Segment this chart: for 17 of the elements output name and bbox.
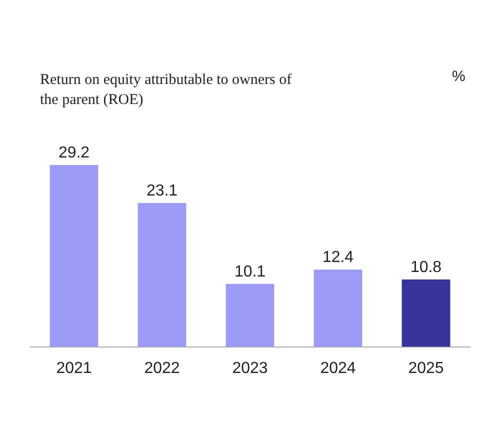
- bar: [138, 202, 186, 347]
- bar: [314, 270, 362, 347]
- x-tick-label: 2025: [408, 360, 444, 377]
- x-tick-label: 2024: [320, 360, 356, 377]
- bar: [226, 284, 274, 347]
- bar: [50, 164, 98, 347]
- chart-title: Return on equity attributable to owners of the parent (ROE): [40, 71, 293, 110]
- bar: [402, 280, 450, 347]
- x-tick-label: 2023: [232, 360, 268, 377]
- data-label: 10.8: [410, 258, 442, 276]
- text: %: [452, 68, 466, 85]
- x-tick-label: 2021: [56, 360, 92, 377]
- x-tick-label: 2022: [144, 360, 180, 377]
- data-label: 12.4: [322, 248, 354, 266]
- data-label: 23.1: [146, 182, 178, 200]
- data-label: 29.2: [58, 144, 90, 162]
- data-label: 10.1: [234, 263, 266, 280]
